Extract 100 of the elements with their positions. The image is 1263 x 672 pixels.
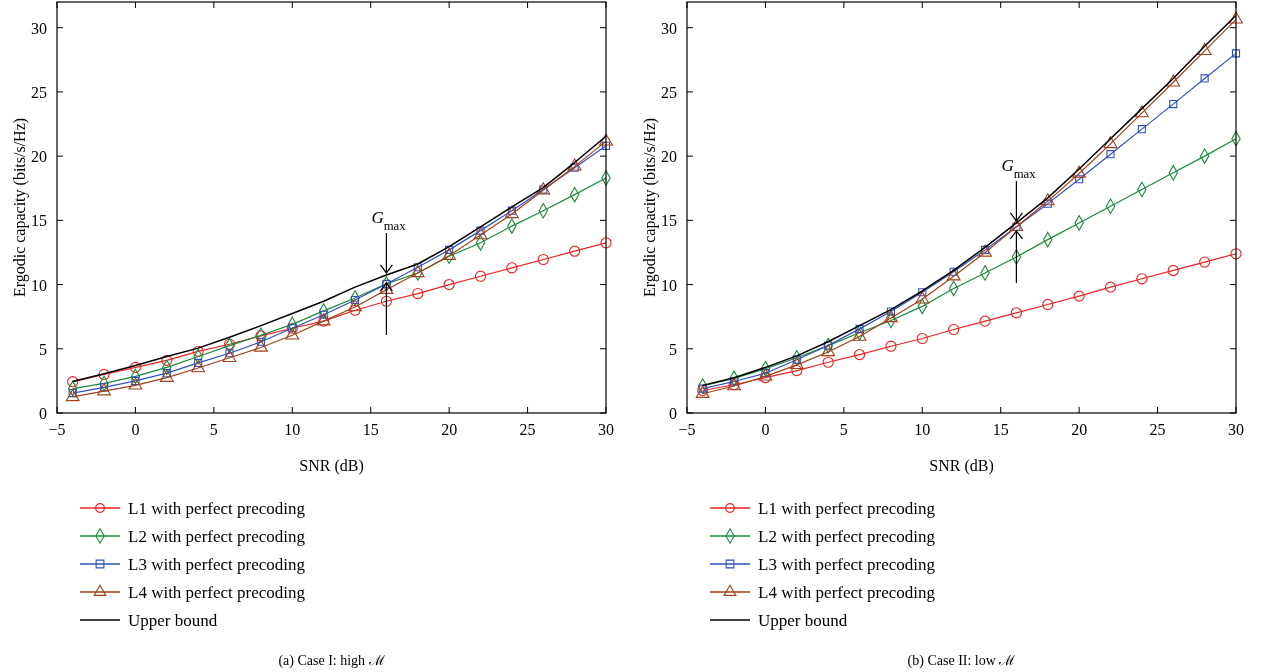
point (1104, 281, 1117, 293)
point (1229, 11, 1243, 24)
legend-label: L3 with perfect precoding (758, 555, 936, 574)
point (506, 262, 518, 274)
legend-label: L1 with perfect precoding (128, 499, 306, 518)
x-tick-label: 0 (131, 421, 140, 438)
x-tick-label: 20 (1071, 421, 1088, 438)
point (1230, 248, 1242, 260)
legend-label: Upper bound (128, 611, 218, 630)
y-axis-title: Ergodic capacity (bits/s/Hz) (641, 117, 659, 298)
point (349, 304, 361, 316)
point (916, 332, 928, 345)
point (348, 299, 362, 312)
point (442, 247, 457, 260)
point (600, 237, 612, 249)
point (569, 245, 581, 257)
y-tick-label: 5 (39, 340, 47, 358)
text: (b) Case II: low ℳ (907, 653, 1017, 669)
y-tick-label: 25 (661, 83, 677, 101)
legend-label: L1 with perfect precoding (758, 499, 936, 518)
point (853, 348, 866, 361)
point (1073, 290, 1085, 302)
point (852, 328, 867, 341)
point (222, 349, 237, 362)
point (1197, 42, 1212, 56)
point (254, 339, 268, 352)
point (97, 383, 111, 396)
point (473, 227, 488, 240)
point (1200, 74, 1209, 83)
point (192, 345, 204, 357)
point (67, 376, 79, 388)
point (567, 158, 582, 171)
point (886, 307, 895, 316)
point (948, 323, 960, 336)
point (191, 360, 206, 373)
point (1166, 74, 1181, 87)
legend-label: L2 with perfect precoding (128, 527, 306, 546)
y-tick-label: 10 (31, 276, 47, 294)
point (1137, 125, 1146, 134)
annotation: G$_{max}$ (1001, 155, 1037, 181)
x-tick-label: 30 (598, 421, 614, 438)
y-tick-label: 10 (661, 276, 677, 294)
y-tick-label: 30 (31, 19, 47, 37)
point (915, 291, 930, 304)
x-tick-label: 10 (284, 421, 301, 438)
point (412, 287, 424, 300)
legend-label: L4 with perfect precoding (128, 583, 306, 602)
point (601, 141, 611, 150)
x-tick-label: 5 (209, 421, 218, 438)
y-tick-label: 0 (669, 405, 677, 422)
point (1169, 100, 1178, 109)
legend-label: Upper bound (758, 611, 848, 630)
point (380, 295, 392, 307)
point (1231, 49, 1241, 58)
point (65, 389, 80, 402)
y-tick-label: 30 (661, 19, 677, 37)
y-tick-label: 0 (39, 405, 47, 422)
point (1040, 193, 1055, 206)
point (1075, 175, 1084, 184)
y-axis-title: Ergodic capacity (bits/s/Hz) (11, 117, 29, 298)
y-tick-label: 20 (31, 148, 47, 166)
x-tick-label: −5 (48, 421, 66, 438)
point (791, 365, 803, 377)
point (821, 344, 836, 357)
x-tick-label: 30 (1228, 421, 1244, 438)
y-tick-label: 15 (31, 212, 47, 230)
point (979, 315, 991, 327)
y-tick-label: 25 (31, 83, 47, 101)
x-tick-label: 0 (761, 421, 770, 438)
point (1072, 165, 1087, 178)
legend-label: L4 with perfect precoding (758, 583, 936, 602)
point (161, 354, 173, 366)
annotation: G$_{max}$ (371, 207, 407, 233)
point (918, 288, 927, 297)
point (884, 310, 898, 323)
point (474, 270, 487, 282)
point (129, 361, 142, 373)
point (1010, 307, 1022, 319)
point (128, 377, 143, 390)
point (1106, 150, 1115, 159)
x-axis-title: SNR (dB) (299, 457, 364, 475)
x-tick-label: 10 (914, 421, 931, 438)
point (789, 356, 804, 370)
point (285, 327, 300, 340)
point (1009, 218, 1024, 231)
point (1167, 264, 1179, 277)
legend-label: L3 with perfect precoding (128, 555, 306, 574)
y-tick-label: 20 (661, 148, 677, 166)
point (946, 268, 961, 281)
point (159, 369, 174, 382)
point (537, 253, 549, 266)
x-tick-label: −5 (678, 421, 696, 438)
y-tick-label: 15 (661, 212, 677, 230)
x-tick-label: 20 (441, 421, 458, 438)
point (885, 340, 897, 352)
point (1134, 105, 1149, 118)
x-tick-label: 5 (839, 421, 848, 438)
point (223, 338, 236, 350)
point (98, 368, 110, 381)
x-tick-label: 25 (1149, 421, 1166, 438)
